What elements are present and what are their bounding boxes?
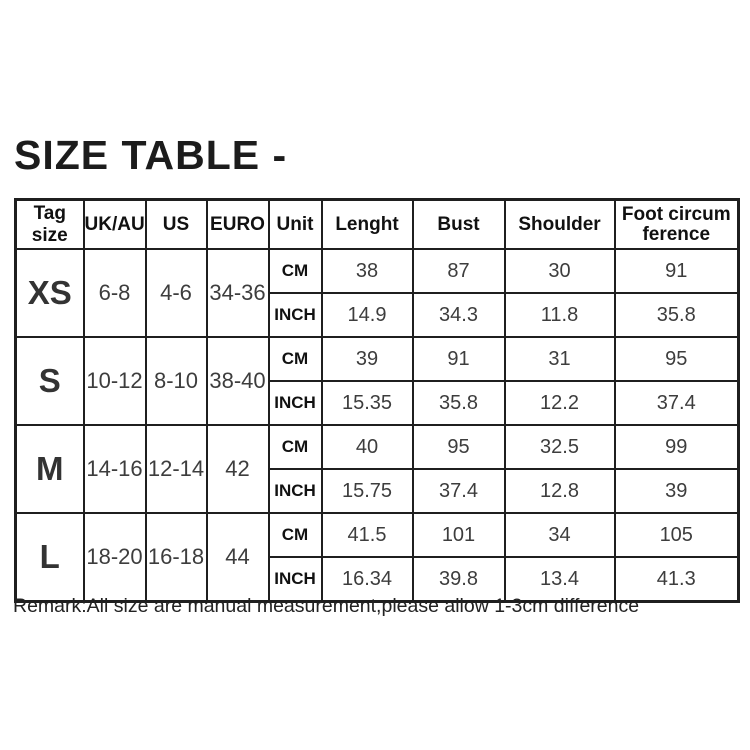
unit-label-cm: CM [267,424,323,470]
l-cm-length: 41.5 [320,512,414,558]
tag-size-m: M [14,424,85,514]
euro-m: 42 [205,424,270,514]
xs-inch-shoulder: 11.8 [503,292,616,338]
table-header-row: Tag size UK/AU US EURO Unit Lenght Bust … [14,198,740,250]
s-cm-shoulder: 31 [503,336,616,382]
xs-inch-bust: 34.3 [411,292,506,338]
s-cm-length: 39 [320,336,414,382]
unit-label-cm: CM [267,512,323,558]
xs-cm-shoulder: 30 [503,248,616,294]
table-row-l-inch: INCH 16.34 39.8 13.4 41.3 [16,556,740,603]
l-cm-bust: 101 [411,512,506,558]
s-inch-bust: 35.8 [411,380,506,426]
xs-cm-bust: 87 [411,248,506,294]
header-shoulder: Shoulder [503,198,616,250]
euro-l: 44 [205,512,270,603]
us-s: 8-10 [144,336,208,426]
header-unit: Unit [267,198,323,250]
m-inch-shoulder: 12.8 [503,468,616,514]
unit-label-inch: INCH [267,380,323,426]
uk-au-xs: 6-8 [82,248,147,338]
m-inch-length: 15.75 [320,468,414,514]
l-inch-bust: 39.8 [411,556,506,603]
tag-size-xs: XS [14,248,85,338]
header-euro: EURO [205,198,270,250]
euro-xs: 34-36 [205,248,270,338]
s-inch-length: 15.35 [320,380,414,426]
m-cm-length: 40 [320,424,414,470]
l-cm-shoulder: 34 [503,512,616,558]
m-inch-bust: 37.4 [411,468,506,514]
euro-s: 38-40 [205,336,270,426]
l-inch-foot-circumference: 41.3 [613,556,740,603]
page-title: SIZE TABLE - [14,132,288,178]
s-inch-shoulder: 12.2 [503,380,616,426]
xs-cm-foot-circumference: 91 [613,248,740,294]
l-cm-foot-circumference: 105 [613,512,740,558]
unit-label-inch: INCH [267,292,323,338]
m-cm-shoulder: 32.5 [503,424,616,470]
table-row-m-inch: INCH 15.75 37.4 12.8 39 [16,468,740,514]
m-cm-bust: 95 [411,424,506,470]
us-l: 16-18 [144,512,208,603]
s-cm-foot-circumference: 95 [613,336,740,382]
l-inch-shoulder: 13.4 [503,556,616,603]
m-cm-foot-circumference: 99 [613,424,740,470]
size-table: Tag size UK/AU US EURO Unit Lenght Bust … [14,198,740,603]
tag-size-l: L [14,512,85,603]
header-tag-size: Tag size [14,198,85,250]
unit-label-cm: CM [267,248,323,294]
us-xs: 4-6 [144,248,208,338]
xs-inch-foot-circumference: 35.8 [613,292,740,338]
table-row-s-inch: INCH 15.35 35.8 12.2 37.4 [16,380,740,426]
header-bust: Bust [411,198,506,250]
s-inch-foot-circumference: 37.4 [613,380,740,426]
table-row-s-cm: S 10-12 8-10 38-40 CM 39 91 31 95 [14,336,740,426]
table-row-l-cm: L 18-20 16-18 44 CM 41.5 101 34 105 [14,512,740,603]
header-length: Lenght [320,198,414,250]
us-m: 12-14 [144,424,208,514]
tag-size-s: S [14,336,85,426]
header-us: US [144,198,208,250]
xs-cm-length: 38 [320,248,414,294]
header-uk-au: UK/AU [82,198,147,250]
unit-label-inch: INCH [267,556,323,603]
m-inch-foot-circumference: 39 [613,468,740,514]
remark-text: Remark:All size are manual measurement,p… [13,595,640,617]
table-row-xs-inch: INCH 14.9 34.3 11.8 35.8 [16,292,740,338]
uk-au-l: 18-20 [82,512,147,603]
l-inch-length: 16.34 [320,556,414,603]
header-foot-circumference: Foot circum ference [613,198,740,250]
table-row-m-cm: M 14-16 12-14 42 CM 40 95 32.5 99 [14,424,740,514]
xs-inch-length: 14.9 [320,292,414,338]
s-cm-bust: 91 [411,336,506,382]
unit-label-cm: CM [267,336,323,382]
uk-au-m: 14-16 [82,424,147,514]
unit-label-inch: INCH [267,468,323,514]
table-row-xs-cm: XS 6-8 4-6 34-36 CM 38 87 30 91 [14,248,740,338]
uk-au-s: 10-12 [82,336,147,426]
